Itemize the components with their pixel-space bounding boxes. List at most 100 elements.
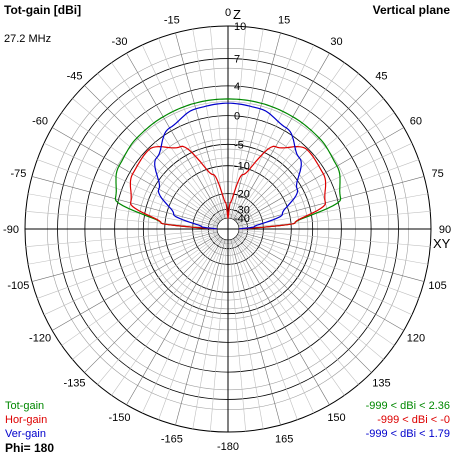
radial-tick-label: -5: [234, 139, 244, 151]
spoke-200: [158, 239, 225, 420]
spoke-290: [37, 159, 218, 226]
radial-tick-label: 10: [234, 21, 246, 33]
spoke-220: [97, 237, 222, 385]
spoke-190: [192, 239, 227, 429]
spoke-50: [236, 98, 384, 223]
spoke-275: [25, 211, 218, 229]
spoke-150: [233, 238, 330, 405]
spoke-145: [234, 237, 345, 396]
spoke-175: [228, 239, 246, 432]
angle-tick-label: 0: [225, 7, 231, 19]
spoke-250: [37, 232, 218, 299]
spoke-210: [126, 238, 223, 405]
angle-tick-label: -15: [164, 14, 180, 26]
spoke-235: [61, 235, 220, 346]
angle-tick-label: 150: [327, 412, 345, 424]
spoke-195: [175, 239, 226, 426]
legend-label-tot-gain: Tot-gain: [5, 400, 45, 412]
spoke-300: [52, 127, 219, 224]
spoke-325: [111, 62, 222, 221]
spoke-25: [232, 44, 315, 220]
z-axis-label: Z: [233, 7, 241, 22]
angle-tick-label: -150: [108, 412, 130, 424]
spoke-45: [235, 85, 372, 222]
spoke-265: [25, 229, 218, 247]
spoke-230: [72, 235, 220, 360]
spoke-245: [43, 233, 219, 316]
phi-label: Phi= 180: [5, 441, 55, 455]
spoke-125: [236, 235, 395, 346]
angle-tick-label: 30: [330, 36, 342, 48]
spoke-55: [236, 112, 395, 223]
radial-tick-label: 7: [234, 54, 240, 66]
spoke-80: [238, 193, 428, 228]
angle-tick-label: -30: [112, 36, 128, 48]
spoke-285: [31, 176, 218, 227]
series-line-tot-gain: [114, 98, 342, 230]
spoke-110: [238, 232, 419, 299]
xy-axis-label: XY: [433, 236, 451, 251]
radial-tick-label: -40: [234, 213, 250, 225]
chart-title: Tot-gain [dBi]: [4, 3, 82, 17]
frequency-label: 27.2 MHz: [4, 33, 52, 45]
legend-range-ver-gain: -999 < dBi < 1.79: [365, 428, 450, 440]
spoke-85: [238, 211, 431, 229]
spoke-165: [230, 239, 281, 426]
spoke-20: [231, 38, 298, 219]
spoke-170: [229, 239, 264, 429]
legend-label-hor-gain: Hor-gain: [5, 414, 48, 426]
angle-tick-label: -120: [29, 333, 51, 345]
radial-tick-label: 0: [234, 111, 240, 123]
spoke-355: [210, 26, 228, 219]
spoke-75: [238, 176, 425, 227]
spoke-65: [237, 142, 413, 225]
spoke-295: [43, 142, 219, 225]
spoke-185: [210, 239, 228, 432]
spoke-205: [141, 238, 224, 414]
radial-labels: 10 7 4 0 -5 -10 -20 -30-40: [234, 21, 250, 225]
spoke-340: [158, 38, 225, 219]
spoke-345: [175, 32, 226, 219]
spoke-120: [237, 234, 404, 331]
spoke-30: [233, 53, 330, 220]
angle-tick-label: -165: [161, 434, 183, 446]
angle-tick-label: 165: [275, 434, 293, 446]
angle-tick-label: -75: [10, 168, 26, 180]
angle-tick-label: -45: [67, 71, 83, 83]
spoke-130: [236, 235, 384, 360]
angle-tick-label: 90: [439, 224, 451, 236]
spoke-10: [229, 29, 264, 219]
spoke-315: [84, 85, 221, 222]
radial-tick-label: -10: [234, 161, 250, 173]
spoke-280: [28, 193, 218, 228]
spoke-160: [231, 239, 298, 420]
spoke-60: [237, 127, 404, 224]
angle-tick-label: 120: [407, 333, 425, 345]
radial-tick-label: -30: [234, 204, 250, 216]
spoke-35: [234, 62, 345, 221]
spoke-115: [237, 233, 413, 316]
spoke-95: [238, 229, 431, 247]
series-group: [114, 98, 342, 230]
spoke-135: [235, 236, 372, 373]
spoke-310: [72, 98, 220, 223]
angle-tick-label: 60: [410, 116, 422, 128]
angle-tick-label: -135: [64, 377, 86, 389]
polar-grid: [24, 25, 432, 433]
angle-labels: -180-165-150-135-120-105-90-75-60-45-30-…: [3, 7, 451, 453]
angle-tick-label: -105: [7, 280, 29, 292]
spoke-335: [141, 44, 224, 220]
spoke-215: [111, 237, 222, 396]
spoke-350: [192, 29, 227, 219]
spoke-105: [238, 231, 425, 282]
legend-label-ver-gain: Ver-gain: [5, 428, 46, 440]
series-line-hor-gain: [129, 145, 327, 230]
legend-range-tot-gain: -999 < dBi < 2.36: [365, 400, 450, 412]
series-line-ver-gain: [154, 102, 302, 230]
spoke-260: [28, 230, 218, 265]
spoke-240: [52, 234, 219, 331]
angle-tick-label: -60: [32, 116, 48, 128]
spoke-140: [234, 237, 359, 385]
spoke-255: [31, 231, 218, 282]
radial-tick-label: 4: [234, 81, 240, 93]
